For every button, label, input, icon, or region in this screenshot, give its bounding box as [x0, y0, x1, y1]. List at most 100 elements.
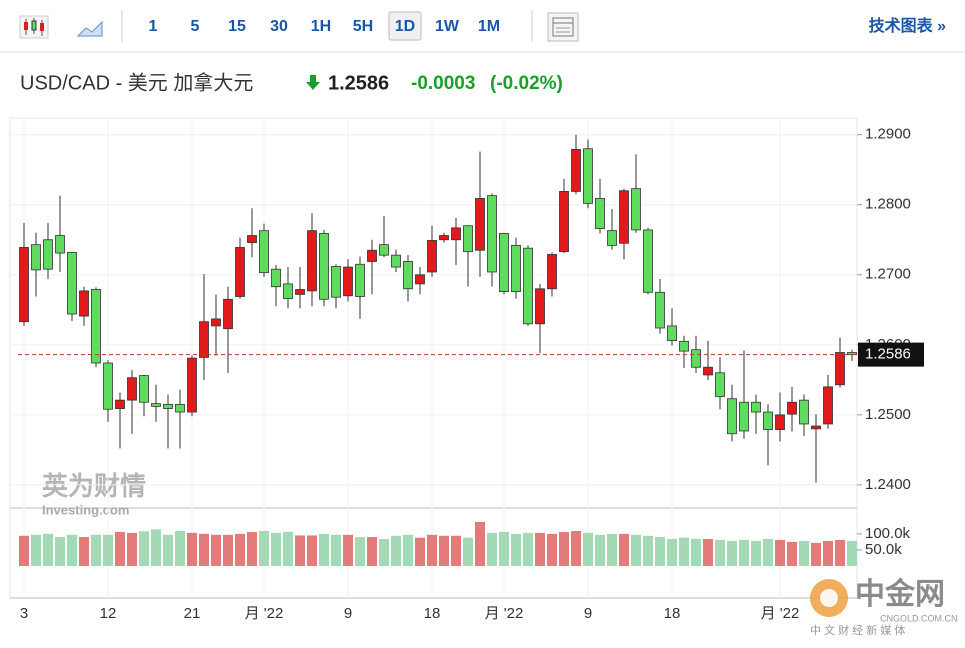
volume-bar: [427, 534, 437, 566]
candle-body: [271, 268, 281, 288]
plot-frame: [9, 117, 858, 599]
candle-body: [55, 235, 65, 254]
watermark: 中金网: [855, 577, 945, 611]
candle-body: [295, 289, 305, 295]
volume-bar: [403, 534, 413, 566]
candle-body: [355, 263, 365, 297]
volume-bar: [31, 534, 41, 566]
symbol: USD/CAD - 美元 加拿大元: [20, 70, 253, 94]
candle-body: [787, 401, 797, 415]
volume-bar: [415, 537, 425, 566]
volume-bar: [187, 532, 197, 566]
candle-body: [403, 261, 413, 290]
interval-button[interactable]: 1W: [435, 18, 460, 35]
candle-body: [151, 403, 161, 407]
candle-body: [703, 366, 713, 376]
grid: [10, 120, 857, 598]
last-price-label: 1.2586: [865, 346, 911, 363]
volume-bar: [559, 531, 569, 566]
candle-body: [583, 148, 593, 204]
interval-button[interactable]: 1D: [395, 18, 415, 35]
candle-body: [727, 398, 737, 435]
y-tick-label: 1.2400: [865, 476, 911, 493]
x-tick-label: 3: [20, 605, 28, 622]
candle-body: [331, 265, 341, 298]
candle-body: [343, 266, 353, 297]
candle-body: [235, 247, 245, 297]
volume-bar: [535, 532, 545, 566]
volume-tick-label: 50.0k: [865, 541, 902, 558]
candle-body: [91, 289, 101, 364]
interval-button[interactable]: 1M: [478, 18, 500, 35]
volume-bar: [235, 533, 245, 566]
candle-icon[interactable]: [19, 15, 49, 39]
y-tick-label: 1.2700: [865, 266, 911, 283]
volume-bar: [103, 534, 113, 566]
volume-bar: [595, 534, 605, 566]
area-icon[interactable]: [76, 20, 103, 37]
volume-bar: [487, 532, 497, 566]
candle-body: [475, 198, 485, 251]
candle-body: [535, 288, 545, 325]
volume-bar: [523, 532, 533, 566]
candle-body: [835, 352, 845, 386]
volume-bar: [127, 532, 137, 566]
candle-body: [631, 188, 641, 231]
watermark: Investing.com: [42, 502, 129, 517]
interval-button[interactable]: 5H: [353, 18, 373, 35]
x-tick-label: 月 '22: [761, 605, 800, 622]
candle-body: [127, 377, 137, 401]
candle-body: [439, 235, 449, 241]
volume-bar: [751, 540, 761, 566]
volume-bar: [547, 533, 557, 566]
candle-body: [67, 251, 77, 315]
volume-bar: [583, 532, 593, 566]
candle-body: [103, 362, 113, 410]
x-tick-label: 18: [664, 605, 681, 622]
candle-body: [259, 230, 269, 274]
volume-bar: [607, 533, 617, 566]
volume-bar: [379, 539, 389, 566]
volume-bar: [247, 531, 257, 566]
candle-body: [739, 401, 749, 432]
volume-bar: [55, 537, 65, 566]
volume-bar: [847, 540, 857, 566]
volume-bar: [139, 531, 149, 566]
volume-bar: [319, 533, 329, 566]
candle-body: [199, 321, 209, 358]
interval-button[interactable]: 5: [191, 18, 200, 35]
last-price-tag: [858, 342, 924, 367]
interval-button[interactable]: 1H: [311, 18, 331, 35]
volume-bar: [391, 535, 401, 566]
volume-bar: [799, 540, 809, 566]
volume-bar: [307, 535, 317, 566]
candle-body: [31, 244, 41, 271]
candle-body: [187, 357, 197, 413]
volume-bar: [655, 537, 665, 566]
volume-bar: [475, 521, 485, 566]
table-icon[interactable]: [547, 12, 579, 42]
candle-body: [211, 318, 221, 327]
interval-button[interactable]: 30: [270, 18, 288, 35]
x-tick-label: 18: [424, 605, 441, 622]
volume-bar: [811, 542, 821, 566]
y-tick-label: 1.2900: [865, 126, 911, 143]
volume-bar: [223, 534, 233, 566]
volume-bar: [367, 537, 377, 566]
candle-body: [667, 325, 677, 342]
volume-bar: [775, 539, 785, 566]
candle-body: [499, 233, 509, 292]
technical-chart-link[interactable]: 技术图表 »: [869, 16, 946, 35]
candle-body: [559, 191, 569, 253]
interval-button[interactable]: 1: [149, 18, 158, 35]
y-tick-label: 1.2500: [865, 406, 911, 423]
volume-bar: [763, 539, 773, 566]
candle-body: [451, 227, 461, 241]
interval-button[interactable]: 15: [228, 18, 246, 35]
y-tick-label: 1.2800: [865, 196, 911, 213]
candle-body: [607, 230, 617, 246]
candle-body: [307, 230, 317, 292]
x-tick-label: 月 '22: [485, 605, 524, 622]
